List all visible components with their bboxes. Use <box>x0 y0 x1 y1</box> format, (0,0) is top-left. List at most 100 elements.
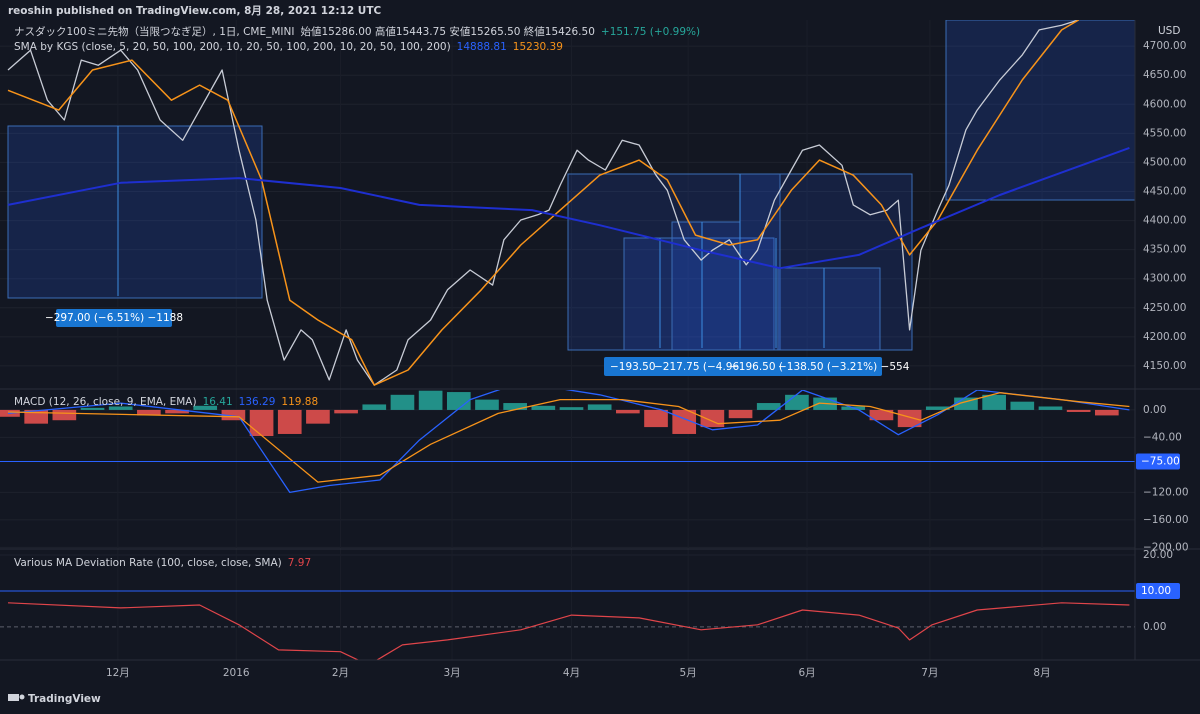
histogram-bar <box>1038 406 1063 410</box>
y-tick-label: 4350.00 <box>1143 244 1186 256</box>
histogram-bar <box>193 405 218 410</box>
histogram-bar <box>418 390 443 410</box>
histogram-bar <box>165 409 189 414</box>
histogram-bar <box>616 409 640 414</box>
histogram-bar <box>728 409 753 419</box>
y-tick-label: 4500.00 <box>1143 156 1186 168</box>
x-tick-label: 12月 <box>106 667 130 679</box>
quote: 始値15286.00 高値15443.75 安値15265.50 終値15426… <box>300 25 594 38</box>
histogram-bar <box>80 407 105 410</box>
histogram-bar <box>390 394 415 410</box>
histogram-bar <box>306 409 330 424</box>
measure-box <box>671 221 741 351</box>
indicator-value: 7.97 <box>288 557 311 569</box>
histogram-bar <box>277 409 302 434</box>
measure-label: −297.00 (−6.51%) −1188 <box>45 312 183 324</box>
histogram-bar <box>52 409 77 421</box>
histogram-bar <box>982 394 1006 410</box>
y-tick-label: 4600.00 <box>1143 98 1186 110</box>
publisher: reoshin published on TradingView.com, 8月… <box>8 5 381 17</box>
histogram-bar <box>249 409 274 437</box>
histogram-bar <box>559 407 584 410</box>
axis-tag <box>1136 582 1180 599</box>
indicator-title: Various MA Deviation Rate (100, close, c… <box>14 557 282 569</box>
x-tick-label: 5月 <box>680 667 697 679</box>
histogram-bar <box>644 409 668 428</box>
deviation-legend: Various MA Deviation Rate (100, close, c… <box>14 557 311 569</box>
x-tick-label: 4月 <box>563 667 580 679</box>
series-line <box>7 20 1079 386</box>
histogram-bar <box>137 409 161 416</box>
indicator-title: SMA by KGS (close, 5, 20, 50, 100, 200, … <box>14 41 451 53</box>
histogram-bar <box>897 409 922 428</box>
series-line <box>7 20 1079 386</box>
x-tick-label: 2016 <box>223 667 250 679</box>
histogram-bar <box>700 409 725 428</box>
x-tick-label: 7月 <box>921 667 938 679</box>
marks-layer <box>0 20 1135 660</box>
measure-label-bg <box>56 309 172 327</box>
indicator-value: 119.88 <box>281 396 318 408</box>
axis-tag-label: −75.00 <box>1141 455 1180 467</box>
measure-box <box>7 125 263 299</box>
x-tick-label: 2月 <box>332 667 349 679</box>
histogram-bar <box>756 403 781 410</box>
x-tick-label: 3月 <box>443 667 460 679</box>
y-tick-label: 0.00 <box>1143 404 1166 416</box>
measure-boxes <box>7 20 1135 351</box>
series-line <box>7 390 1130 494</box>
histogram-bar <box>1066 409 1091 412</box>
series-group <box>0 590 1135 660</box>
indicator-value: 136.29 <box>239 396 276 408</box>
series-group <box>0 390 1135 494</box>
axis-tag <box>1136 453 1180 470</box>
series-line <box>7 146 1130 270</box>
y-tick-label: 4150.00 <box>1143 360 1186 372</box>
change: +151.75 (+0.99%) <box>601 26 700 38</box>
histogram-bar <box>503 403 527 410</box>
y-tick-label: 4450.00 <box>1143 186 1186 198</box>
histogram-bar <box>925 406 950 410</box>
footer-logo <box>8 694 25 701</box>
footer-brand: TradingView <box>28 693 101 705</box>
axis-layer: 4150.00 4200.00 4250.00 4300.00 4350.00 4400.… <box>106 40 1189 679</box>
y-tick-label: −120.00 <box>1143 486 1189 498</box>
measure-label: −138.50 (−3.21%) −554 <box>778 361 910 373</box>
y-tick-label: 4650.00 <box>1143 69 1186 81</box>
logo-shape <box>19 694 25 700</box>
series-line <box>7 392 1130 483</box>
measure-label: −196.50 ( <box>730 361 783 373</box>
y-tick-label: −160.00 <box>1143 514 1189 526</box>
histogram-bar <box>221 409 246 421</box>
y-tick-label: 4400.00 <box>1143 215 1186 227</box>
series-line <box>7 602 1130 660</box>
histogram-bar <box>1010 401 1035 410</box>
y-tick-label: 0.00 <box>1143 621 1166 633</box>
indicator-value: 14888.81 <box>457 41 507 53</box>
measure-box <box>777 267 881 351</box>
measure-box <box>945 20 1135 201</box>
y-tick-label: −40.00 <box>1143 431 1182 443</box>
macd-legend: MACD (12, 26, close, 9, EMA, EMA) 16.41 13… <box>14 396 318 408</box>
x-tick-label: 8月 <box>1033 667 1050 679</box>
y-tick-label: 4700.00 <box>1143 40 1186 52</box>
indicator-title: MACD (12, 26, close, 9, EMA, EMA) <box>14 396 197 408</box>
histogram-bar <box>362 404 387 410</box>
histogram-bar <box>587 404 612 410</box>
histogram-bar <box>1094 409 1119 416</box>
y-tick-label: 4300.00 <box>1143 273 1186 285</box>
series-group <box>7 20 1130 386</box>
price-axis-bg <box>1135 20 1200 660</box>
y-tick-label: 20.00 <box>1143 549 1173 561</box>
y-tick-label: 4550.00 <box>1143 127 1186 139</box>
currency: USD <box>1158 25 1180 37</box>
indicator-value: 16.41 <box>203 396 233 408</box>
measure-label: −193.50 <box>610 361 656 373</box>
histogram-bar <box>785 394 809 410</box>
x-tick-label: 6月 <box>798 667 815 679</box>
histogram-bar <box>475 399 499 410</box>
histogram-bar <box>108 406 133 410</box>
